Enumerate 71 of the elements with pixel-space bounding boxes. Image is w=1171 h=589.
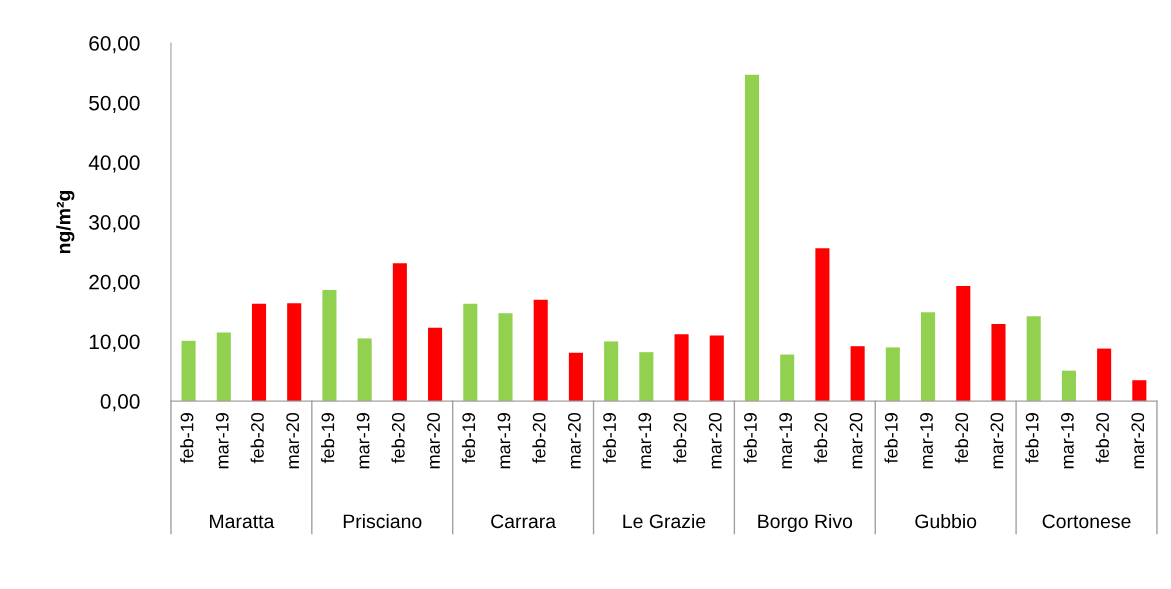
y-tick-label: 0,00 bbox=[100, 394, 140, 412]
bar bbox=[498, 313, 513, 402]
text: Cortonese bbox=[1042, 514, 1131, 529]
x-tick-label: feb-20 bbox=[954, 412, 969, 464]
x-tick-label: feb-20 bbox=[814, 412, 828, 464]
x-tick-label: feb-19 bbox=[884, 413, 898, 464]
y-tick-label: 10,00 bbox=[89, 334, 140, 352]
bar bbox=[850, 346, 865, 402]
bar bbox=[392, 263, 407, 402]
text: Maratta bbox=[210, 514, 275, 529]
bar bbox=[251, 303, 267, 402]
bar bbox=[568, 352, 583, 402]
x-tick-label: feb-20 bbox=[673, 412, 687, 464]
x-tick-label: feb-19 bbox=[461, 413, 476, 464]
x-tick-label: mar-20 bbox=[1131, 412, 1145, 469]
bar bbox=[357, 338, 372, 402]
x-tick-label: mar-20 bbox=[286, 412, 300, 469]
x-tick-label: feb-20 bbox=[391, 412, 405, 464]
text: Gubbio bbox=[915, 513, 977, 529]
text: Prisciano bbox=[343, 513, 422, 529]
bar bbox=[181, 340, 196, 402]
x-tick-label: mar-19 bbox=[638, 413, 652, 469]
x-tick-label: feb-20 bbox=[1095, 412, 1109, 464]
y-axis-title: ng/m²g bbox=[56, 190, 75, 254]
x-tick-label: mar-19 bbox=[920, 413, 933, 469]
bar bbox=[604, 341, 619, 402]
bar bbox=[639, 352, 654, 402]
x-tick-label: feb-19 bbox=[602, 413, 616, 464]
y-tick-label: 50,00 bbox=[89, 95, 140, 113]
x-tick-label: feb-19 bbox=[1025, 413, 1039, 464]
x-tick-label: feb-19 bbox=[743, 413, 757, 464]
bar bbox=[1097, 348, 1112, 402]
bar bbox=[1132, 380, 1147, 402]
y-tick-label: 30,00 bbox=[89, 215, 140, 233]
bar bbox=[674, 334, 689, 402]
x-tick-label: mar-20 bbox=[567, 412, 581, 469]
x-tick-label: mar-20 bbox=[427, 412, 440, 469]
bar bbox=[216, 332, 231, 402]
x-tick-label: feb-19 bbox=[180, 413, 194, 464]
bar bbox=[1026, 316, 1041, 402]
bar bbox=[533, 299, 548, 402]
bar bbox=[921, 312, 936, 402]
bar bbox=[885, 347, 900, 402]
bar bbox=[744, 74, 760, 402]
bar bbox=[322, 290, 337, 402]
y-tick-label: 60,00 bbox=[89, 36, 140, 54]
x-tick-label: mar-19 bbox=[779, 413, 793, 469]
bar bbox=[991, 324, 1006, 402]
text: Carrara bbox=[491, 514, 557, 529]
x-tick-label: mar-20 bbox=[849, 412, 863, 469]
text: Borgo Rivo bbox=[758, 513, 853, 533]
text: Le Grazie bbox=[623, 513, 706, 529]
x-tick-label: mar-19 bbox=[1060, 413, 1074, 469]
x-tick-label: feb-19 bbox=[321, 413, 335, 464]
x-tick-label: feb-20 bbox=[532, 412, 546, 464]
bar bbox=[956, 285, 971, 402]
bar bbox=[428, 327, 443, 402]
x-tick-label: mar-19 bbox=[215, 413, 229, 469]
x-tick-label: mar-20 bbox=[990, 412, 1004, 469]
bar bbox=[709, 335, 724, 402]
bar bbox=[1061, 370, 1076, 402]
bar bbox=[815, 248, 830, 402]
x-tick-label: mar-19 bbox=[356, 413, 370, 469]
x-tick-label: feb-20 bbox=[250, 412, 264, 464]
y-tick-label: 40,00 bbox=[88, 155, 140, 173]
y-tick-label: 20,00 bbox=[89, 274, 140, 292]
x-tick-label: mar-19 bbox=[497, 413, 511, 469]
x-tick-label: mar-20 bbox=[708, 412, 722, 469]
bar bbox=[287, 303, 302, 402]
bar bbox=[463, 303, 478, 402]
bar bbox=[780, 354, 795, 402]
